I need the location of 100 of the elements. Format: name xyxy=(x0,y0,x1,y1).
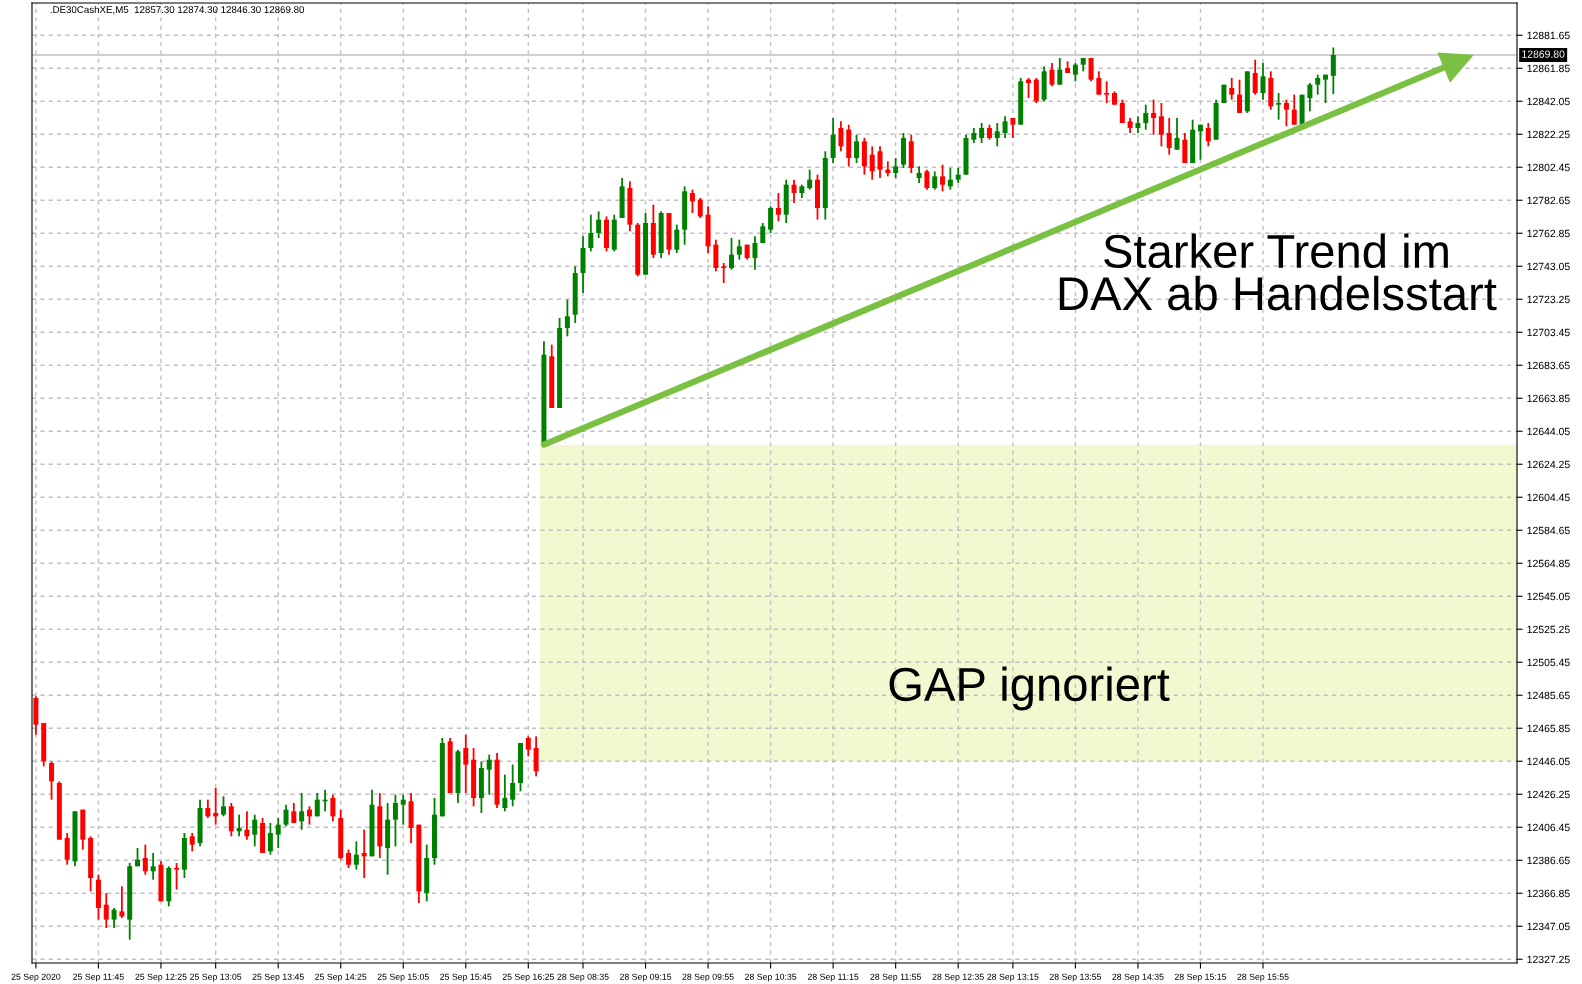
candlestick xyxy=(1104,80,1110,104)
candlestick xyxy=(1276,92,1282,121)
y-tick-label: 12366.85 xyxy=(1527,889,1570,898)
candlestick xyxy=(1143,103,1149,131)
y-tick-label: 12465.85 xyxy=(1527,724,1570,733)
candlestick xyxy=(1323,73,1329,104)
ref-line-label: 12869.80 xyxy=(1522,50,1565,58)
candlestick xyxy=(588,213,594,253)
y-tick-label: 12683.65 xyxy=(1527,361,1570,370)
candlestick xyxy=(1283,98,1289,128)
candlestick xyxy=(306,805,312,826)
candlestick xyxy=(854,133,860,164)
x-tick-label: 25 Sep 2020 xyxy=(11,973,61,982)
candlestick xyxy=(932,170,938,191)
candlestick xyxy=(119,885,125,919)
candlestick xyxy=(111,907,117,929)
candlestick xyxy=(353,840,359,871)
x-tick-label: 25 Sep 13:45 xyxy=(252,973,304,982)
candlestick xyxy=(1182,132,1188,164)
candlestick xyxy=(1291,93,1297,126)
candlestick xyxy=(1229,77,1235,101)
x-tick-label: 28 Sep 13:15 xyxy=(987,973,1039,982)
candlestick xyxy=(533,735,539,778)
candlestick xyxy=(244,810,250,841)
x-tick-label: 28 Sep 12:35 xyxy=(932,973,984,982)
candlestick xyxy=(1010,117,1016,139)
candlestick xyxy=(893,157,899,179)
candlestick xyxy=(283,803,289,828)
candlestick xyxy=(1330,46,1336,96)
x-tick-label: 25 Sep 16:25 xyxy=(502,973,554,982)
candlestick xyxy=(1072,62,1078,83)
candlestick xyxy=(1174,117,1180,151)
candlestick xyxy=(1049,62,1055,88)
candlestick xyxy=(1315,73,1321,96)
x-tick-label: 25 Sep 15:45 xyxy=(440,973,492,982)
y-tick-label: 12723.25 xyxy=(1527,295,1570,304)
x-tick-label: 28 Sep 11:15 xyxy=(807,973,859,982)
candlestick xyxy=(330,793,336,823)
candlestick xyxy=(220,795,226,818)
x-tick-label: 25 Sep 14:25 xyxy=(315,973,367,982)
candlestick xyxy=(752,235,758,271)
candlestick xyxy=(877,145,883,179)
candlestick xyxy=(807,168,813,191)
x-tick-label: 28 Sep 08:35 xyxy=(557,973,609,982)
candlestick xyxy=(830,117,836,164)
y-tick-label: 12327.25 xyxy=(1527,955,1570,964)
candlestick xyxy=(1158,102,1164,148)
y-tick-label: 12525.25 xyxy=(1527,625,1570,634)
candlestick xyxy=(142,843,148,876)
candlestick xyxy=(1088,57,1094,83)
x-tick-label: 25 Sep 11:45 xyxy=(73,973,124,982)
candlestick xyxy=(924,168,930,191)
x-tick-label: 28 Sep 09:55 xyxy=(682,973,734,982)
y-tick-label: 12564.85 xyxy=(1527,559,1570,568)
candlestick xyxy=(174,862,180,891)
x-tick-label: 28 Sep 09:15 xyxy=(619,973,672,982)
candlestick xyxy=(64,832,70,866)
candlestick xyxy=(775,192,781,223)
candlestick xyxy=(346,848,352,869)
candlestick xyxy=(267,822,273,856)
candlestick xyxy=(1237,78,1243,114)
candlestick xyxy=(1151,98,1157,136)
band-label: GAP ignoriert xyxy=(889,666,1170,711)
x-tick-label: 28 Sep 15:55 xyxy=(1237,973,1289,982)
candlestick xyxy=(1252,58,1258,96)
x-tick-label: 28 Sep 10:35 xyxy=(745,973,797,982)
candlestick xyxy=(1307,82,1313,113)
y-tick-label: 12762.85 xyxy=(1527,229,1570,238)
x-tick-label: 28 Sep 15:15 xyxy=(1174,973,1227,982)
y-tick-label: 12861.85 xyxy=(1527,64,1570,73)
candlestick xyxy=(486,753,492,796)
candlestick xyxy=(729,237,735,271)
candlestick xyxy=(736,238,742,261)
candlestick xyxy=(502,773,508,813)
candlestick xyxy=(189,832,195,853)
y-tick-label: 12802.45 xyxy=(1527,163,1570,172)
x-tick-label: 25 Sep 12:25 xyxy=(135,973,187,982)
candlestick xyxy=(103,892,109,929)
x-tick-label: 25 Sep 13:05 xyxy=(190,973,242,982)
y-tick-label: 12485.65 xyxy=(1527,691,1570,700)
candlestick xyxy=(721,262,727,284)
candlestick xyxy=(1096,70,1102,96)
candlestick xyxy=(1033,77,1039,104)
candlestick xyxy=(791,178,797,204)
y-tick-label: 12584.65 xyxy=(1527,526,1570,535)
candlestick xyxy=(1197,123,1203,161)
candlestick xyxy=(525,735,531,758)
y-tick-label: 12782.65 xyxy=(1527,196,1570,205)
candlestick xyxy=(1057,57,1063,86)
candlestick xyxy=(994,122,1000,148)
annotation: Starker Trend im DAX ab Handelsstart xyxy=(1059,233,1497,311)
y-tick-label: 12347.05 xyxy=(1527,922,1570,931)
y-tick-label: 12822.25 xyxy=(1527,130,1570,139)
candlestick xyxy=(392,793,398,848)
candlestick xyxy=(869,145,875,181)
y-tick-label: 12644.05 xyxy=(1527,427,1570,436)
x-tick-label: 25 Sep 15:05 xyxy=(377,973,429,982)
y-tick-label: 12386.65 xyxy=(1527,856,1570,865)
candlestick xyxy=(1260,62,1266,101)
candlestick xyxy=(713,238,719,273)
